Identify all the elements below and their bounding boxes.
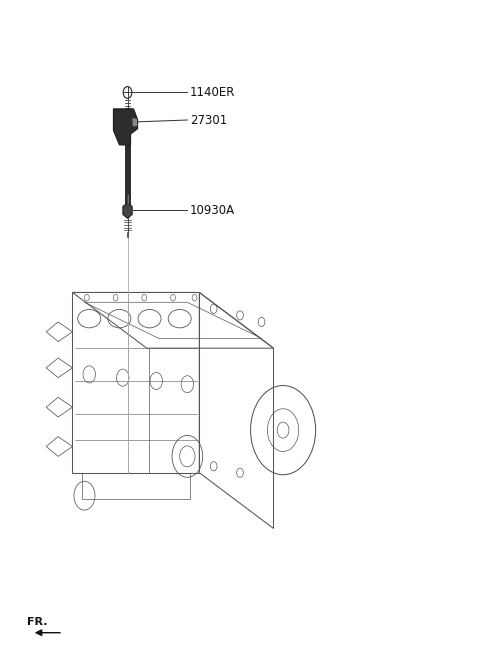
Text: 27301: 27301 [190, 114, 227, 127]
Text: 10930A: 10930A [190, 204, 235, 217]
Polygon shape [132, 118, 137, 126]
Bar [125, 145, 130, 207]
Polygon shape [113, 109, 138, 145]
Polygon shape [123, 202, 132, 218]
Text: 1140ER: 1140ER [190, 86, 235, 99]
Text: FR.: FR. [27, 618, 48, 627]
